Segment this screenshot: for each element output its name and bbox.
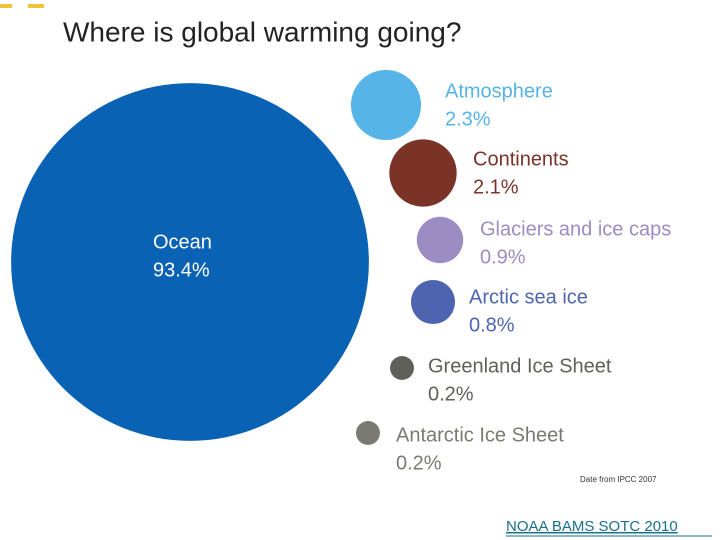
category-label: Atmosphere: [445, 80, 553, 102]
bubble: [390, 356, 414, 380]
source-note: Date from IPCC 2007: [580, 475, 657, 484]
category-label: Antarctic Ice Sheet: [396, 424, 564, 446]
value-label: 0.2%: [428, 383, 474, 405]
category-label: Continents: [473, 148, 569, 170]
value-label: 0.2%: [396, 452, 442, 474]
source-link[interactable]: NOAA BAMS SOTC 2010: [506, 518, 678, 535]
category-label: Glaciers and ice caps: [480, 218, 671, 240]
value-label: 2.1%: [473, 176, 519, 198]
category-label: Ocean: [153, 231, 212, 253]
value-label: 2.3%: [445, 108, 491, 130]
category-label: Arctic sea ice: [469, 286, 588, 308]
bubble: [350, 69, 422, 141]
bubble: [389, 139, 457, 207]
bubble: [356, 421, 380, 445]
bubble: [416, 216, 464, 264]
value-label: 0.8%: [469, 314, 515, 336]
category-label: Greenland Ice Sheet: [428, 355, 612, 377]
bubble: [11, 83, 369, 441]
value-label: 0.9%: [480, 246, 526, 268]
value-label: 93.4%: [153, 259, 210, 281]
chart-title: Where is global warming going?: [63, 16, 461, 47]
bubble: [410, 279, 456, 325]
